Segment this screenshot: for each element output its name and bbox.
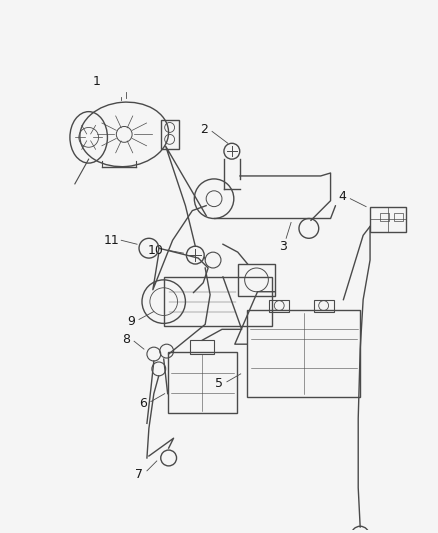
Bar bbox=[238, 264, 275, 296]
Text: 4: 4 bbox=[339, 190, 346, 203]
Bar bbox=[314, 300, 333, 311]
Text: 1: 1 bbox=[92, 76, 100, 88]
Bar bbox=[380, 213, 389, 222]
Text: 9: 9 bbox=[127, 315, 135, 328]
Text: 8: 8 bbox=[122, 333, 130, 346]
Text: 11: 11 bbox=[103, 234, 119, 247]
Text: 7: 7 bbox=[135, 469, 143, 481]
Bar bbox=[161, 119, 179, 149]
Text: 10: 10 bbox=[148, 244, 164, 257]
Bar bbox=[191, 340, 214, 354]
Text: 3: 3 bbox=[279, 240, 287, 253]
Bar bbox=[168, 352, 237, 414]
Bar bbox=[269, 300, 289, 311]
Text: 2: 2 bbox=[200, 123, 208, 136]
Bar bbox=[247, 310, 360, 397]
Text: 5: 5 bbox=[215, 377, 223, 390]
Bar bbox=[394, 213, 403, 222]
Bar bbox=[164, 277, 272, 326]
Text: 6: 6 bbox=[139, 397, 147, 410]
